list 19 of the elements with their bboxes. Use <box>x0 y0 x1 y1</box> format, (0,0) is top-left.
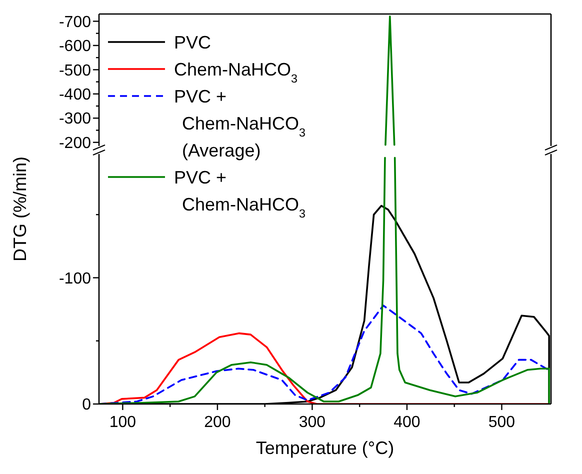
x-tick-label: 200 <box>204 414 231 431</box>
y-tick-label: -500 <box>58 62 92 80</box>
legend-label: PVC <box>174 32 212 52</box>
x-tick-label: 400 <box>394 414 420 431</box>
x-tick-label: 100 <box>109 414 136 431</box>
text: PVC + Chem-NaHCO$_{3}$ (Average) <box>174 86 306 160</box>
y-axis-title: DTG (%/min) <box>10 156 30 262</box>
legend-label: Chem-NaHCO$_{3}$ <box>174 59 298 85</box>
y-tick-label: -300 <box>58 110 92 128</box>
y-tick-label: -700 <box>58 14 92 31</box>
y-tick-label: -100 <box>58 270 92 288</box>
y-tick-label: -400 <box>58 86 92 104</box>
y-tick-label: 0 <box>82 396 92 414</box>
x-tick-label: 500 <box>488 414 516 431</box>
y-tick-label: -600 <box>58 38 92 56</box>
x-tick-label: 300 <box>298 414 326 431</box>
y-tick-label: -200 <box>58 134 92 152</box>
legend-label: PVC + Chem-NaHCO$_{3}$ <box>174 167 306 220</box>
x-axis-title: Temperature (°C) <box>256 438 394 458</box>
